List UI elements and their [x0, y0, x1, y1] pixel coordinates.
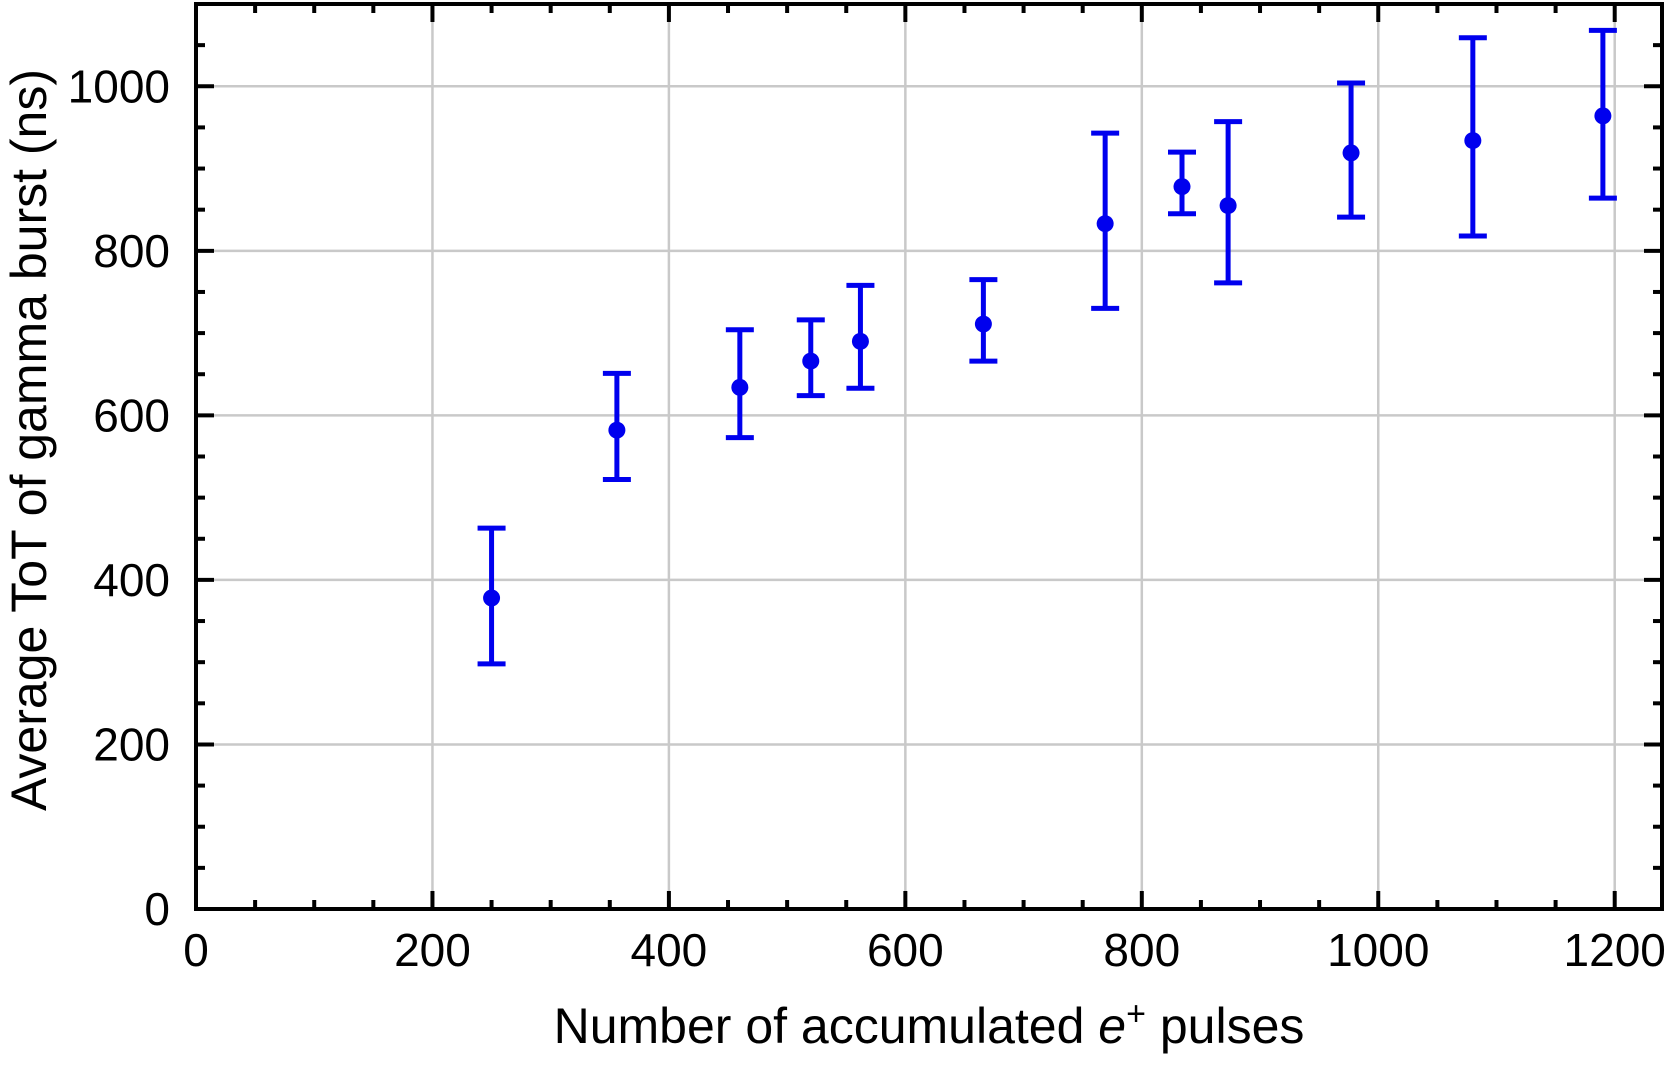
x-tick-labels: 0 200 400 600 800 1000 1200	[183, 924, 1666, 976]
data-point-marker	[608, 421, 626, 439]
plot-frame	[194, 2, 1664, 911]
y-axis-title: Average ToT of gamma burst (ns)	[1, 69, 57, 811]
data-point-marker	[731, 378, 749, 396]
y-tick-label: 1000	[68, 60, 170, 112]
axis-ticks	[194, 2, 1662, 911]
y-axis-title-text: Average ToT of gamma burst (ns)	[1, 69, 57, 811]
data-point-marker	[1219, 197, 1237, 215]
gridlines	[196, 4, 1662, 909]
data-point-marker	[1173, 178, 1191, 196]
data-point-marker	[851, 332, 869, 350]
y-tick-label: 600	[93, 389, 170, 441]
x-tick-label: 1000	[1327, 924, 1429, 976]
y-tick-label: 800	[93, 225, 170, 277]
y-tick-label: 0	[144, 883, 170, 935]
y-tick-labels: 0 200 400 600 800 1000	[68, 60, 170, 935]
data-point-marker	[1342, 144, 1360, 162]
data-series	[477, 27, 1617, 667]
y-tick-label: 400	[93, 554, 170, 606]
plot-border	[194, 2, 1664, 911]
data-point-marker	[802, 352, 820, 370]
x-tick-label: 600	[867, 924, 944, 976]
data-point-marker	[1096, 215, 1114, 233]
x-tick-label: 0	[183, 924, 209, 976]
data-point-marker	[1464, 132, 1482, 150]
x-tick-label: 1200	[1564, 924, 1666, 976]
x-axis-title: Number of accumulated e+ pulses	[554, 995, 1305, 1054]
y-tick-label: 200	[93, 719, 170, 771]
data-point-marker	[1594, 107, 1612, 125]
data-point-marker	[974, 315, 992, 333]
data-point-marker	[483, 589, 501, 607]
x-axis-title-text: Number of accumulated e+ pulses	[554, 995, 1305, 1054]
x-tick-label: 400	[631, 924, 708, 976]
x-tick-label: 200	[394, 924, 471, 976]
x-tick-label: 800	[1103, 924, 1180, 976]
